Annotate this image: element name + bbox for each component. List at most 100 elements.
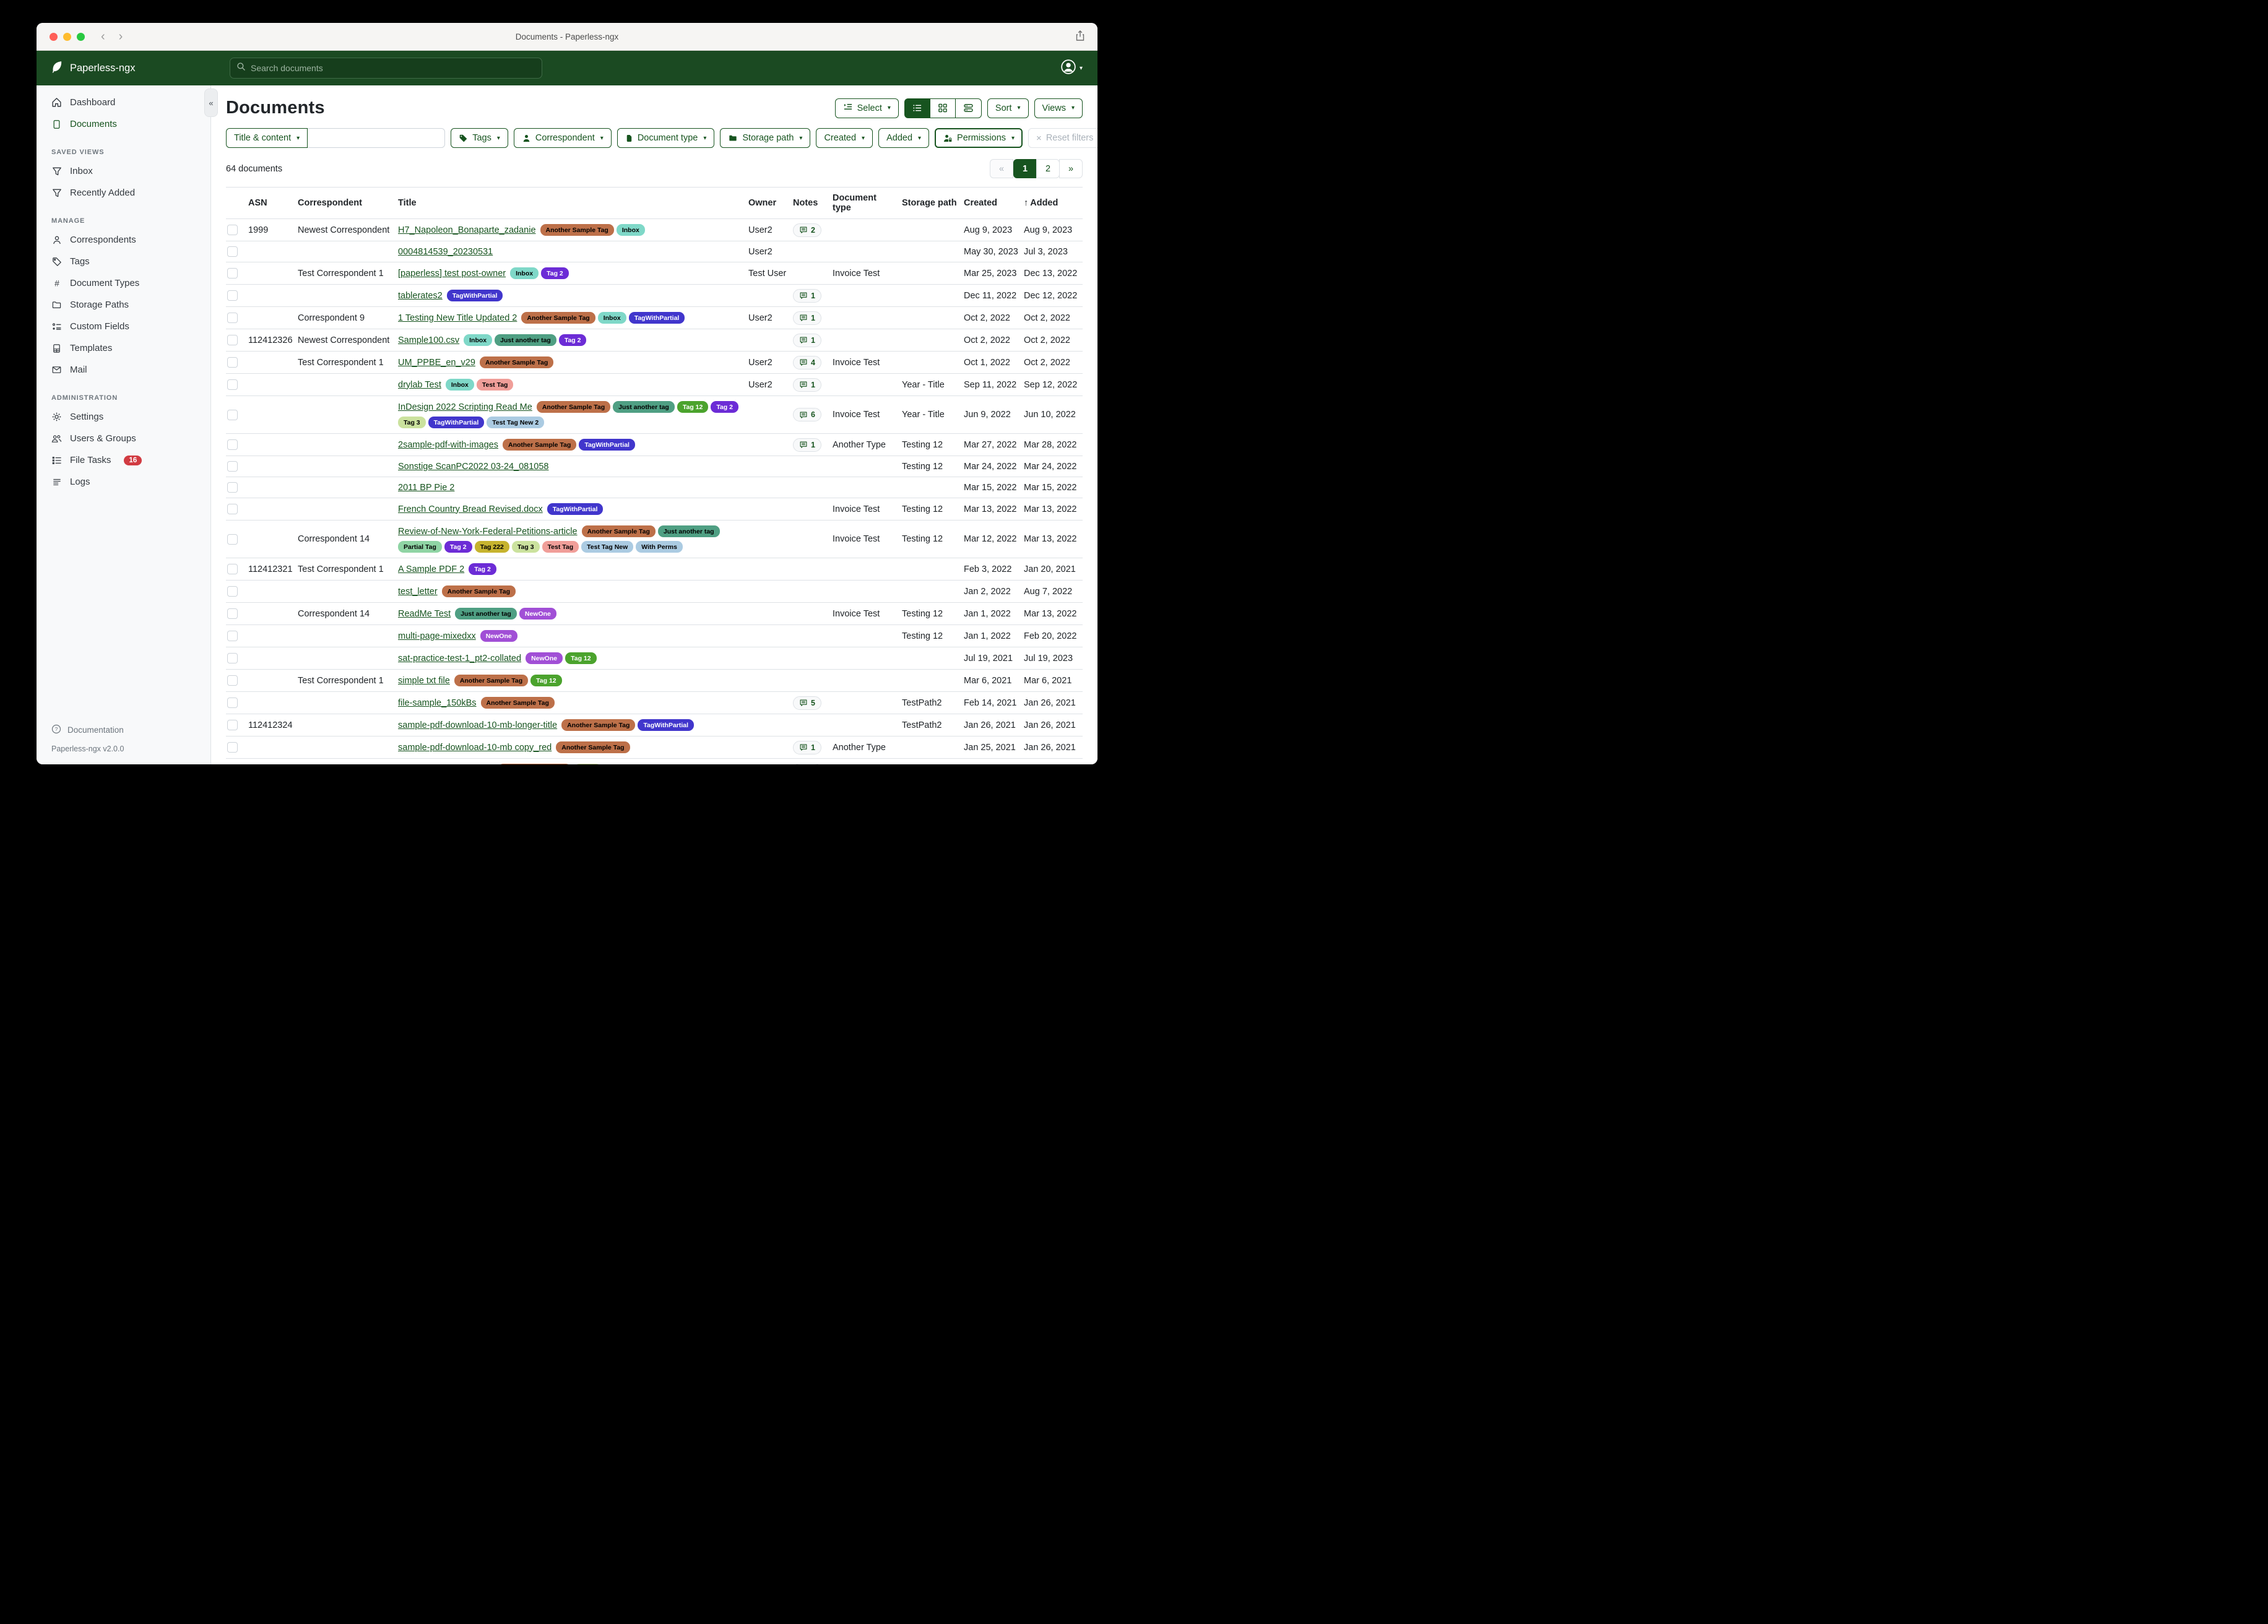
document-title-link[interactable]: A Sample PDF 2 (398, 564, 465, 574)
document-checkbox[interactable] (227, 439, 238, 450)
sidebar-item-templates[interactable]: Templates (37, 337, 210, 359)
zoom-window-button[interactable] (77, 32, 85, 41)
sidebar-item-file-tasks[interactable]: File Tasks 16 (37, 449, 210, 471)
tag-pill[interactable]: NewOne (519, 608, 556, 620)
document-title-link[interactable]: multi-page-mixedxx (398, 631, 476, 641)
user-avatar-icon[interactable] (1060, 59, 1076, 78)
sidebar-item-mail[interactable]: Mail (37, 359, 210, 381)
document-title-link[interactable]: sample-pdf-download-10-mb-longer-title (398, 720, 558, 730)
tag-pill[interactable]: Test Tag New (581, 541, 634, 553)
tag-pill[interactable]: Tag 3 (511, 541, 540, 553)
grid-view-button[interactable] (929, 98, 956, 118)
column-header-correspondent[interactable]: Correspondent (298, 198, 362, 208)
permissions-filter-button[interactable]: Permissions ▾ (935, 128, 1023, 148)
tag-pill[interactable]: TagWithPartial (638, 719, 695, 731)
column-header-storage-path[interactable]: Storage path (902, 198, 957, 208)
tag-pill[interactable]: Inbox (445, 379, 474, 391)
document-checkbox[interactable] (227, 482, 238, 493)
column-header-asn[interactable]: ASN (248, 198, 267, 208)
sidebar-item-inbox[interactable]: Inbox (37, 160, 210, 182)
document-checkbox[interactable] (227, 225, 238, 235)
tag-pill[interactable]: TagWithPartial (579, 439, 635, 451)
column-header-document-type[interactable]: Document type (833, 193, 876, 213)
reset-filters-button[interactable]: × Reset filters (1028, 128, 1097, 148)
tag-pill[interactable]: Tag 2 (469, 563, 496, 575)
document-title-link[interactable]: test_letter (398, 586, 438, 597)
document-checkbox[interactable] (227, 313, 238, 323)
card-view-button[interactable] (954, 98, 982, 118)
tag-pill[interactable]: Inbox (510, 267, 539, 279)
document-checkbox[interactable] (227, 742, 238, 753)
notes-badge[interactable]: 1 (793, 740, 821, 754)
tag-pill[interactable]: TagWithPartial (628, 312, 685, 324)
document-checkbox[interactable] (227, 335, 238, 345)
sidebar-item-custom-fields[interactable]: Custom Fields (37, 316, 210, 337)
back-icon[interactable]: ‹ (101, 29, 105, 43)
tag-pill[interactable]: TagWithPartial (428, 417, 485, 428)
tag-pill[interactable]: Tag 2 (711, 401, 738, 413)
pagination-page-2[interactable]: 2 (1036, 159, 1060, 178)
sidebar-item-users-groups[interactable]: Users & Groups (37, 428, 210, 449)
brand[interactable]: Paperless-ngx (37, 60, 211, 77)
document-title-link[interactable]: InDesign 2022 Scripting Read Me (398, 402, 532, 412)
tag-pill[interactable]: Tag 2 (558, 334, 587, 346)
document-title-link[interactable]: 2sample-pdf-with-images (398, 439, 498, 450)
share-icon[interactable] (1075, 30, 1085, 45)
tag-pill[interactable]: With Perms (636, 541, 683, 553)
close-window-button[interactable] (50, 32, 58, 41)
tag-pill[interactable]: Another Sample Tag (521, 312, 595, 324)
sidebar-item-recently-added[interactable]: Recently Added (37, 182, 210, 204)
notes-badge[interactable]: 4 (793, 762, 821, 764)
tag-pill[interactable]: Just another tag (495, 334, 556, 346)
notes-badge[interactable]: 1 (793, 438, 821, 452)
document-title-link[interactable]: 1 Testing New Title Updated 2 (398, 313, 517, 323)
sidebar-item-storage-paths[interactable]: Storage Paths (37, 294, 210, 316)
document-checkbox[interactable] (227, 461, 238, 472)
list-view-button[interactable] (904, 98, 930, 118)
pagination-page-1[interactable]: 1 (1013, 159, 1037, 178)
sidebar-item-documents[interactable]: Documents (37, 113, 210, 135)
document-title-link[interactable]: sat-practice-test-1_pt2-collated (398, 653, 522, 663)
tag-pill[interactable]: Another Sample Tag (480, 697, 555, 709)
tag-pill[interactable]: Inbox (597, 312, 626, 324)
sidebar-item-tags[interactable]: Tags (37, 251, 210, 272)
sidebar-item-documentation[interactable]: ? Documentation (37, 719, 210, 741)
tag-pill[interactable]: TagWithPartial (547, 503, 604, 515)
document-title-link[interactable]: Sample100.csv (398, 335, 460, 345)
sidebar-item-settings[interactable]: Settings (37, 406, 210, 428)
tag-pill[interactable]: TagWithPartial (446, 290, 503, 301)
document-checkbox[interactable] (227, 533, 238, 545)
tag-pill[interactable]: Tag 3 (398, 417, 426, 428)
notes-badge[interactable]: 2 (793, 223, 821, 237)
notes-badge[interactable]: 4 (793, 355, 821, 369)
document-title-link[interactable]: file-sample_150kBs (398, 698, 477, 708)
tag-pill[interactable]: Another Sample Tag (479, 356, 554, 368)
pagination-first-button[interactable]: « (990, 159, 1013, 178)
tag-pill[interactable]: Tag 2 (444, 541, 472, 553)
tag-pill[interactable]: Just another tag (657, 525, 720, 537)
document-title-link[interactable]: 0004814539_20230531 (398, 246, 493, 257)
tag-pill[interactable]: NewOne (526, 652, 563, 664)
tag-pill[interactable]: Tag 2 (541, 267, 569, 279)
forward-icon[interactable]: › (118, 29, 123, 43)
document-checkbox[interactable] (227, 357, 238, 368)
column-header-title[interactable]: Title (398, 198, 417, 208)
select-button[interactable]: Select ▾ (834, 98, 899, 118)
document-title-link[interactable]: 2011 BP Pie 2 (398, 482, 455, 493)
added-filter-button[interactable]: Added ▾ (878, 128, 930, 148)
document-title-link[interactable]: drylab Test (398, 379, 441, 390)
title-content-dropdown[interactable]: Title & content ▾ (226, 128, 308, 148)
notes-badge[interactable]: 1 (793, 288, 821, 303)
column-header-owner[interactable]: Owner (748, 198, 777, 208)
tag-pill[interactable]: Inbox (616, 224, 645, 236)
document-title-link[interactable]: simple txt file (398, 675, 450, 686)
global-search[interactable] (230, 58, 542, 79)
tag-pill[interactable]: Test Tag (476, 379, 514, 391)
storage-path-filter-button[interactable]: Storage path ▾ (720, 128, 811, 148)
column-header-added[interactable]: ↑ Added (1024, 198, 1058, 208)
notes-badge[interactable]: 1 (793, 311, 821, 325)
document-title-link[interactable]: [paperless] test post-owner (398, 268, 506, 279)
document-checkbox[interactable] (227, 246, 238, 257)
document-title-link[interactable]: tablerates2 (398, 290, 443, 301)
tag-pill[interactable]: Partial Tag (398, 541, 442, 553)
